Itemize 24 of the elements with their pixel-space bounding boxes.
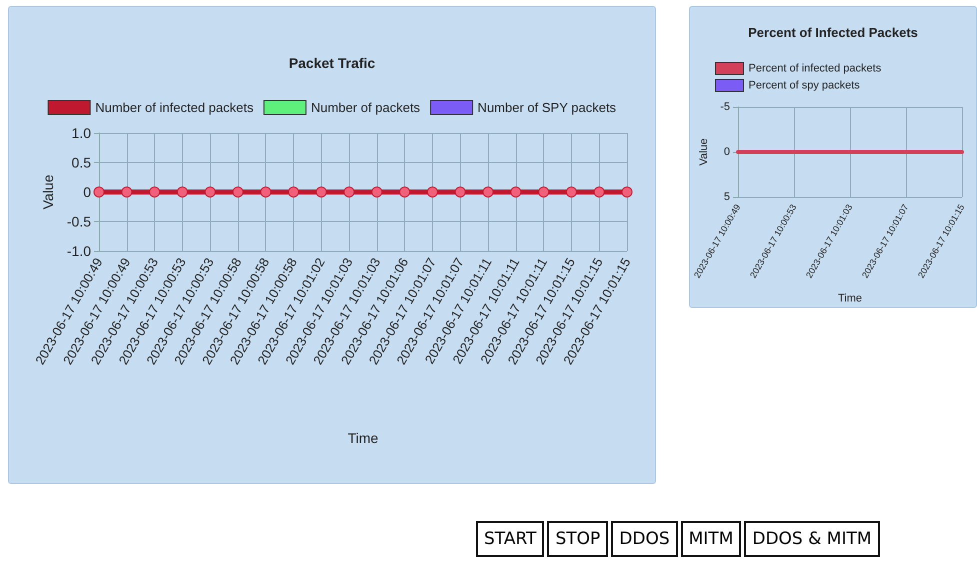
y-tick-label: -5	[720, 101, 730, 113]
x-axis-title: Time	[838, 292, 862, 304]
legend-label: Number of infected packets	[95, 100, 254, 115]
text: DDOS & MITM	[744, 521, 880, 557]
x-axis-title: Time	[348, 430, 379, 446]
legend-label: Percent of spy packets	[748, 80, 860, 92]
y-axis-title: Value	[698, 138, 710, 166]
y-tick-label: 5	[724, 191, 730, 203]
y-tick-label: -1.0	[66, 243, 92, 259]
text: MITM	[680, 521, 742, 557]
legend-label: Number of SPY packets	[478, 100, 617, 115]
text: DDOS	[611, 521, 678, 557]
y-tick-label: -0.5	[66, 214, 92, 230]
y-tick-label: 0	[83, 184, 92, 200]
y-tick-label: 0	[724, 146, 730, 158]
y-tick-label: 0.5	[72, 154, 92, 170]
legend-label: Number of packets	[310, 100, 421, 115]
y-axis-title: Value	[40, 174, 56, 210]
text: START	[476, 521, 544, 557]
legend-label: Percent of infected packets	[748, 62, 882, 74]
chart-title: Packet Trafic	[288, 55, 376, 71]
y-tick-label: 1.0	[72, 125, 92, 141]
text: STOP	[547, 521, 608, 557]
chart-title: Percent of Infected Packets	[748, 25, 918, 40]
